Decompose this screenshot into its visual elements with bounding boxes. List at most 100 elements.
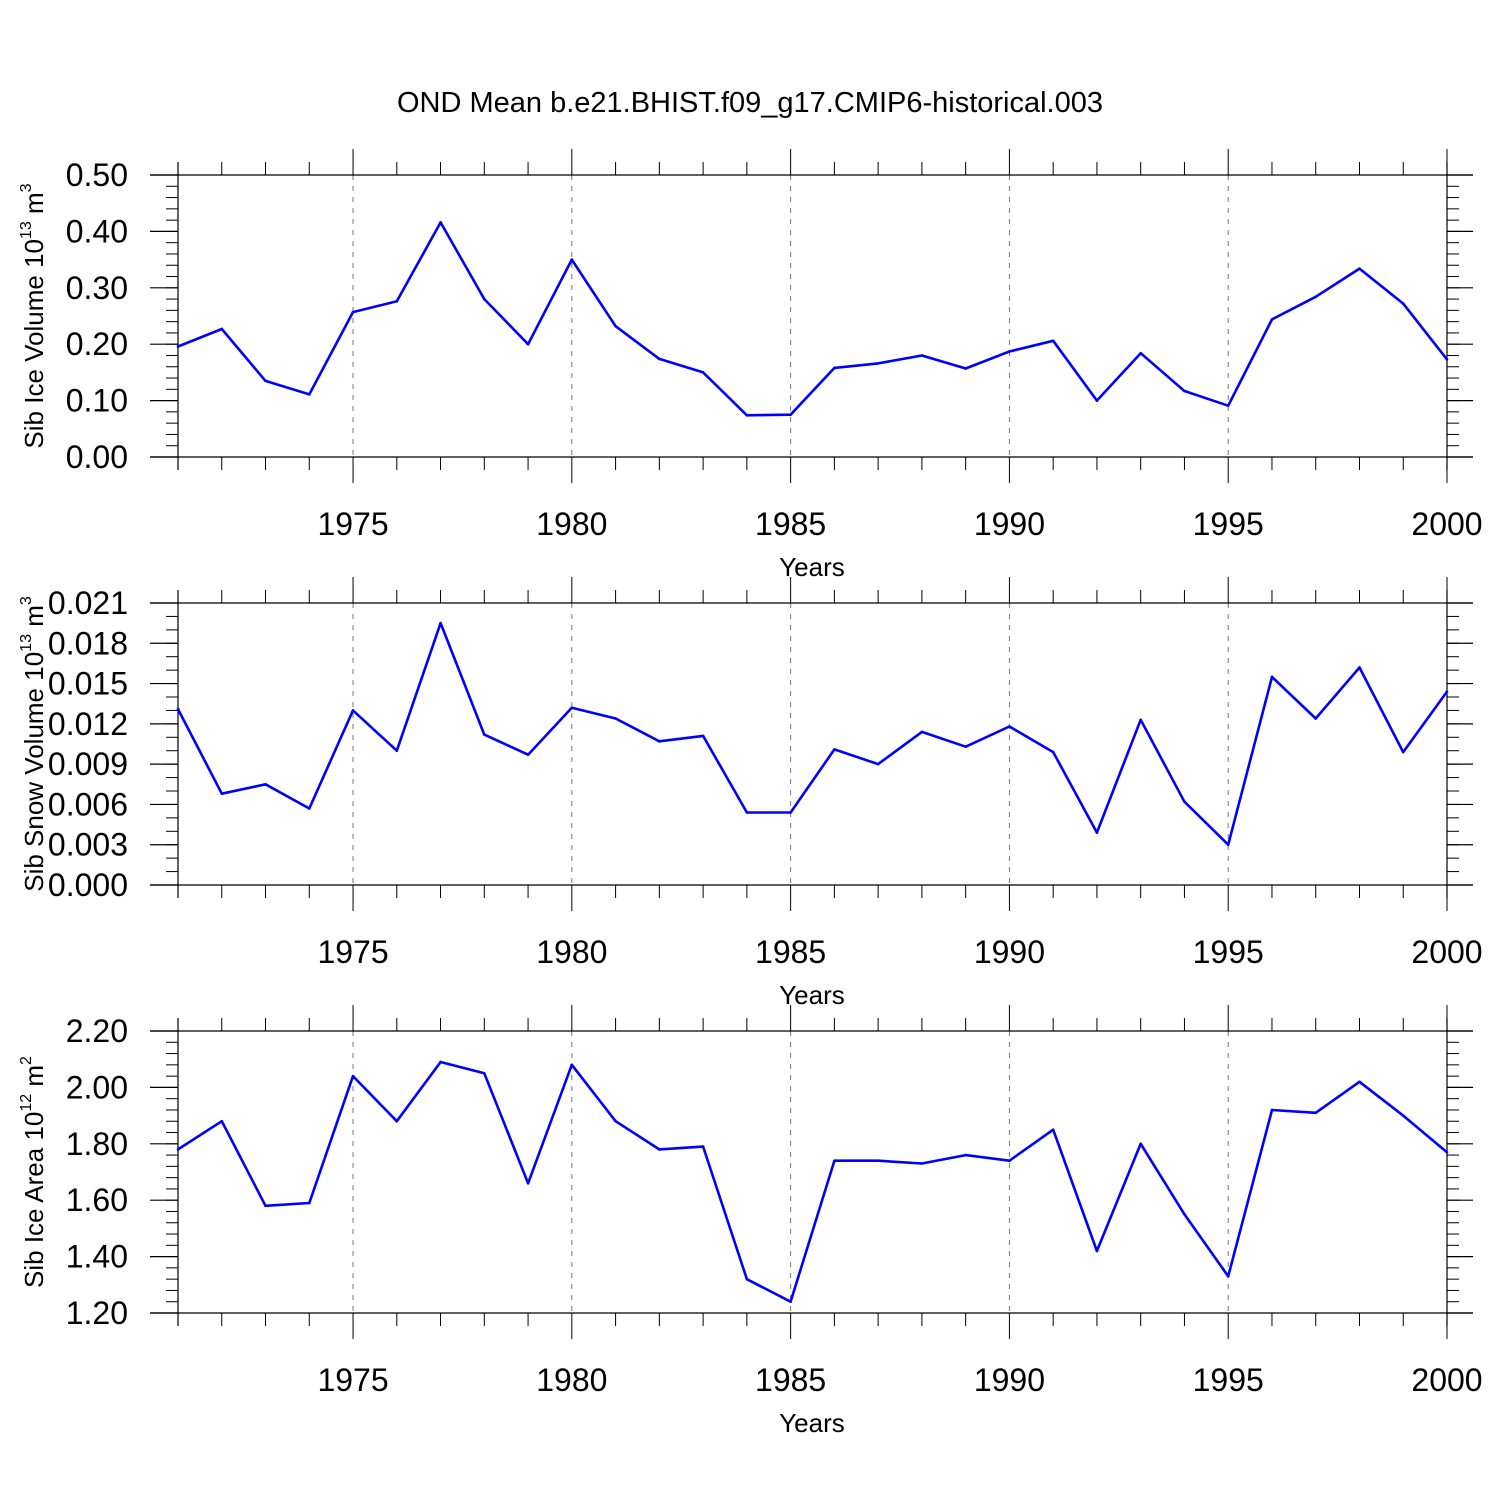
ice-area-point-1983 xyxy=(701,1145,705,1148)
ice-volume-xlabel: Years xyxy=(779,552,845,582)
snow-volume-point-1981 xyxy=(614,717,617,720)
ice-area-point-1985 xyxy=(789,1300,792,1304)
ice-volume-ylabel: Sib Ice Volume 1013 m3 xyxy=(18,183,49,448)
ice-area-xtick-label-1: 1980 xyxy=(536,1362,607,1398)
snow-volume-point-1978 xyxy=(483,733,486,736)
ice-volume-point-1985 xyxy=(789,413,792,417)
snow-volume-ytick-label-4: 0.012 xyxy=(48,706,128,742)
ice-area-ytick-label-5: 2.20 xyxy=(66,1013,128,1049)
snow-volume-point-2000 xyxy=(1445,690,1449,693)
snow-volume-point-1998 xyxy=(1358,666,1361,669)
ice-volume-point-1973 xyxy=(264,379,267,383)
ice-area-point-1974 xyxy=(307,1201,311,1205)
snow-volume-point-1976 xyxy=(395,749,399,753)
ice-volume-ytick-label-0: 0.00 xyxy=(66,439,128,475)
ice-area-point-1972 xyxy=(220,1119,224,1123)
ice-area-point-1981 xyxy=(614,1119,617,1123)
snow-volume-point-1982 xyxy=(658,740,661,743)
snow-volume-point-1977 xyxy=(439,621,442,625)
ice-volume-point-1977 xyxy=(439,221,442,224)
ice-volume-point-1986 xyxy=(833,366,836,370)
ice-volume-point-1989 xyxy=(964,367,967,370)
ice-area-point-1994 xyxy=(1183,1213,1186,1216)
ice-area-point-1990 xyxy=(1008,1159,1011,1163)
snow-volume-ytick-label-6: 0.018 xyxy=(48,625,128,661)
ice-volume-point-1974 xyxy=(307,393,311,396)
snow-volume-ytick-label-2: 0.006 xyxy=(48,786,128,822)
snow-volume-ytick-label-3: 0.009 xyxy=(48,746,128,782)
ice-area-ylabel-text: Sib Ice Area 10 xyxy=(19,1112,49,1288)
ice-area-point-1975 xyxy=(351,1074,355,1078)
ice-volume-point-1975 xyxy=(351,310,355,314)
ice-volume-ylabel-unit: m xyxy=(19,192,49,221)
ice-volume-point-1971 xyxy=(176,345,180,348)
snow-volume-point-1993 xyxy=(1139,718,1142,722)
ice-area-point-1992 xyxy=(1095,1249,1099,1253)
ice-volume-ylabel-text: Sib Ice Volume 10 xyxy=(19,239,49,449)
ice-area-point-1976 xyxy=(395,1119,399,1123)
ice-volume-point-1983 xyxy=(701,371,705,374)
ice-volume-point-1995 xyxy=(1226,404,1230,407)
panel-ice-area: 1.20 1.40 1.60 1.80 2.00 2.20 1975 1980 1985 1990… xyxy=(18,1005,1483,1438)
ice-volume-point-1981 xyxy=(614,324,617,328)
snow-volume-xtick-label-2: 1985 xyxy=(755,934,826,970)
snow-volume-point-1992 xyxy=(1095,831,1099,834)
snow-volume-point-1983 xyxy=(701,734,705,738)
ice-area-ytick-label-2: 1.60 xyxy=(66,1182,128,1218)
ice-volume-xtick-label-3: 1990 xyxy=(974,506,1045,542)
snow-volume-ylabel-text: Sib Snow Volume 10 xyxy=(19,652,49,892)
snow-volume-point-1986 xyxy=(833,748,836,751)
ice-area-point-1987 xyxy=(876,1159,880,1163)
ice-volume-point-1997 xyxy=(1314,295,1318,299)
ice-area-point-1971 xyxy=(176,1148,180,1151)
ice-volume-ytick-label-5: 0.50 xyxy=(66,157,128,193)
snow-volume-xtick-label-1: 1980 xyxy=(536,934,607,970)
snow-volume-ytick-label-1: 0.003 xyxy=(48,827,128,863)
snow-volume-xlabel: Years xyxy=(779,980,845,1010)
ice-volume-point-1980 xyxy=(570,258,574,261)
ice-area-point-1986 xyxy=(833,1159,836,1163)
snow-volume-xtick-label-5: 2000 xyxy=(1411,934,1482,970)
snow-volume-point-1994 xyxy=(1183,800,1186,804)
snow-volume-point-1997 xyxy=(1314,717,1318,720)
ice-area-series-line xyxy=(177,1060,1448,1303)
snow-volume-point-1984 xyxy=(745,811,749,814)
ice-volume-point-1996 xyxy=(1270,318,1274,321)
ice-volume-xtick-label-1: 1980 xyxy=(536,506,607,542)
snow-volume-point-1985 xyxy=(789,811,792,814)
ice-area-point-1993 xyxy=(1139,1142,1142,1146)
ice-area-point-1984 xyxy=(745,1277,749,1281)
ice-volume-ytick-label-4: 0.40 xyxy=(66,213,128,249)
ice-area-xtick-label-2: 1985 xyxy=(755,1362,826,1398)
panel-snow-volume: 0.000 0.003 0.006 0.009 0.012 0.015 0.018 0.021… xyxy=(18,577,1483,1010)
snow-volume-point-1980 xyxy=(570,706,574,710)
ice-area-xtick-label-3: 1990 xyxy=(974,1362,1045,1398)
ice-area-ylabel-exp: 12 xyxy=(18,1094,35,1112)
ice-volume-point-1999 xyxy=(1401,302,1405,305)
snow-volume-point-1973 xyxy=(264,782,267,786)
ice-area-point-1997 xyxy=(1314,1111,1318,1115)
ice-area-xtick-label-5: 2000 xyxy=(1411,1362,1482,1398)
snow-volume-xtick-label-0: 1975 xyxy=(317,934,388,970)
ice-volume-xtick-label-2: 1985 xyxy=(755,506,826,542)
ice-volume-point-1982 xyxy=(658,357,661,361)
ice-area-point-1979 xyxy=(526,1181,530,1185)
ice-area-ytick-label-3: 1.80 xyxy=(66,1126,128,1162)
snow-volume-ylabel-unit-exp: 3 xyxy=(18,596,35,605)
ice-volume-point-1979 xyxy=(526,342,530,346)
snow-volume-point-1991 xyxy=(1051,750,1055,754)
ice-area-point-1973 xyxy=(264,1204,267,1208)
ice-volume-ylabel-unit-exp: 3 xyxy=(18,183,35,192)
ice-area-xlabel: Years xyxy=(779,1408,845,1438)
ice-volume-xtick-label-5: 2000 xyxy=(1411,506,1482,542)
ice-volume-point-1998 xyxy=(1358,267,1361,270)
ice-volume-ytick-label-2: 0.20 xyxy=(66,326,128,362)
snow-volume-series-line xyxy=(176,621,1449,847)
ice-area-point-2000 xyxy=(1445,1150,1449,1154)
ice-volume-point-1992 xyxy=(1095,399,1099,402)
ice-volume-point-1972 xyxy=(220,327,224,331)
figure-title: OND Mean b.e21.BHIST.f09_g17.CMIP6-histo… xyxy=(397,87,1103,119)
ice-area-ytick-label-0: 1.20 xyxy=(66,1295,128,1331)
ice-area-point-1999 xyxy=(1401,1114,1405,1117)
